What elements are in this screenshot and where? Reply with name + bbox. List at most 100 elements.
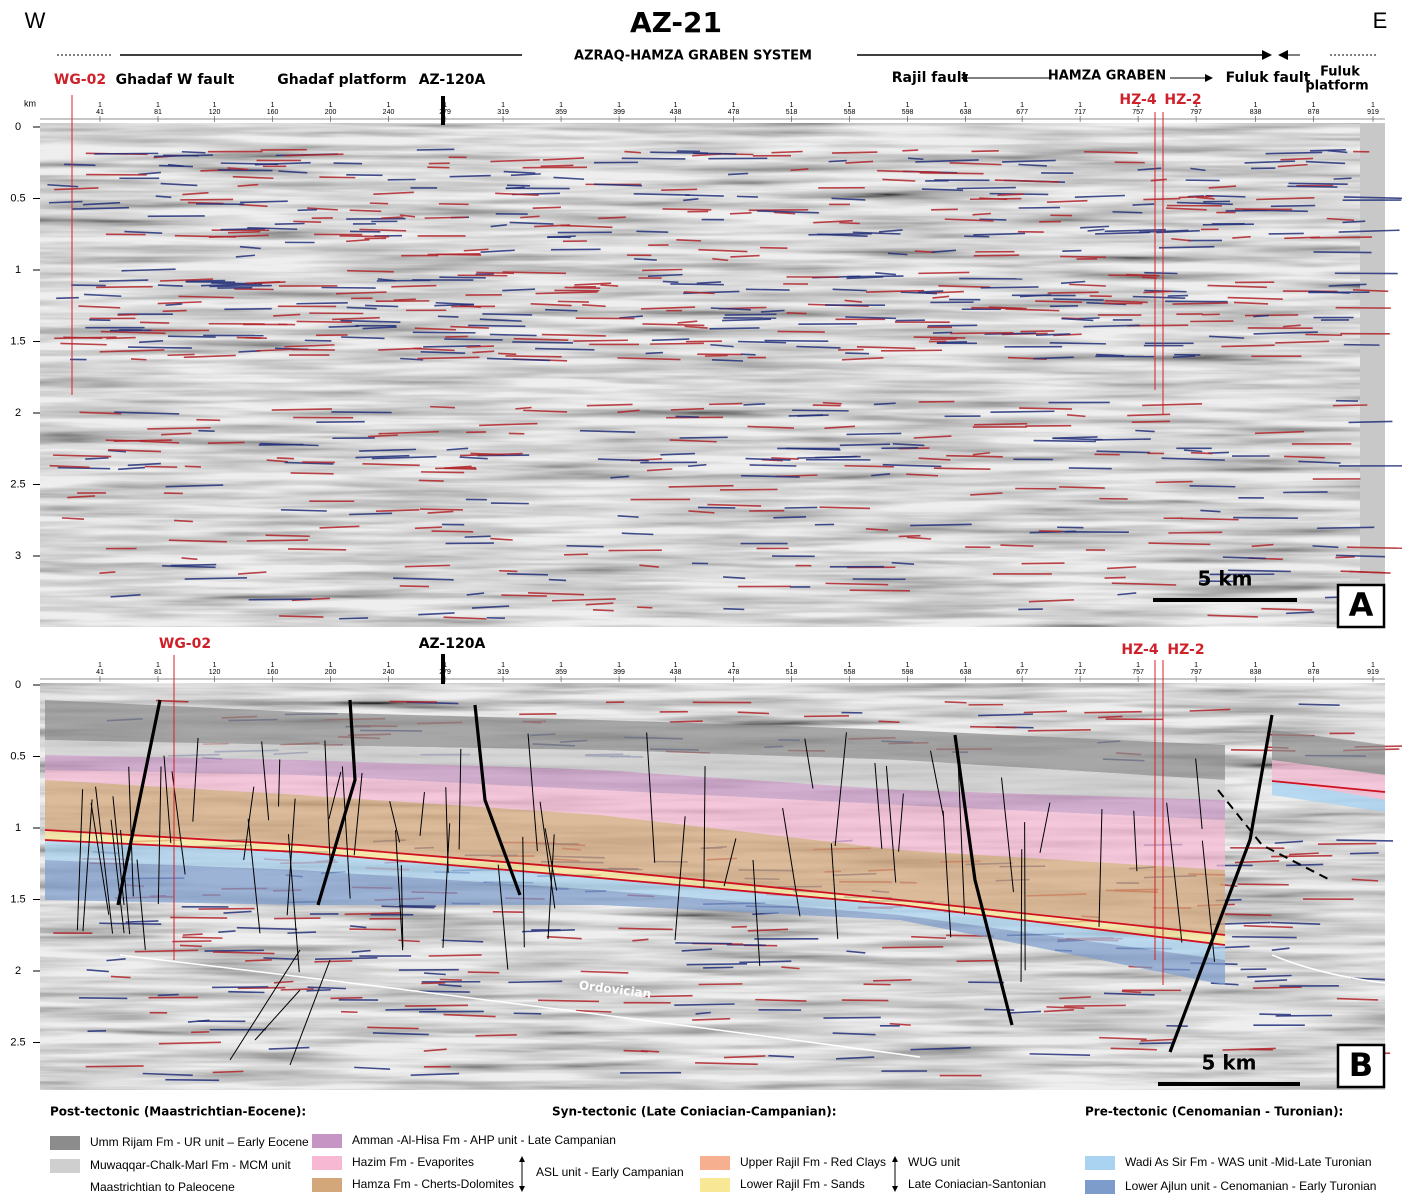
feature-label: HAMZA GRABEN <box>1048 69 1166 84</box>
minor-fault <box>1025 822 1026 970</box>
reflector <box>765 341 829 342</box>
reflector <box>1053 299 1103 300</box>
reflector <box>956 960 998 961</box>
trace-tick-label: 838 <box>1250 669 1262 676</box>
reflector <box>341 1012 357 1013</box>
trace-tick-label: 638 <box>960 109 972 116</box>
trace-tick-label: 878 <box>1308 669 1320 676</box>
figure: WEAZ-21AZRAQ-HAMZA GRABEN SYSTEM14118111… <box>0 0 1402 1195</box>
reflector <box>186 281 225 282</box>
trace-tick-label: 41 <box>96 669 104 676</box>
trace-prefix: 1 <box>906 102 910 109</box>
reflector <box>1286 864 1323 865</box>
trace-prefix: 1 <box>906 662 910 669</box>
trace-prefix: 1 <box>617 662 621 669</box>
well-label: HZ-2 <box>1167 642 1204 658</box>
reflector <box>1143 199 1180 200</box>
trace-tick-label: 757 <box>1132 669 1144 676</box>
reflector <box>440 979 462 980</box>
depth-tick-label: 0.5 <box>10 750 25 762</box>
reflector <box>491 503 529 504</box>
trace-tick-label: 558 <box>844 669 856 676</box>
trace-tick-label: 359 <box>555 669 567 676</box>
reflector <box>209 286 271 287</box>
trace-tick-label: 240 <box>383 109 395 116</box>
reflector <box>1132 421 1170 422</box>
reflector <box>208 442 245 443</box>
reflector <box>1060 256 1106 257</box>
legend-label: Amman -Al-Hisa Fm - AHP unit - Late Camp… <box>352 1133 616 1147</box>
depth-unit: km <box>24 98 36 108</box>
reflector <box>646 353 664 354</box>
reflector <box>1233 518 1298 519</box>
reflector <box>1226 210 1267 211</box>
reflector <box>558 301 589 302</box>
reflector <box>737 196 758 197</box>
depth-tick-label: 1.5 <box>10 893 25 905</box>
reflector <box>1314 252 1372 253</box>
reflector <box>785 507 818 508</box>
trace-tick-label: 838 <box>1250 109 1262 116</box>
reflector <box>466 346 494 347</box>
subtitle: AZRAQ-HAMZA GRABEN SYSTEM <box>574 49 812 64</box>
reflector <box>281 989 314 990</box>
reflector <box>519 714 556 715</box>
trace-tick-label: 638 <box>960 669 972 676</box>
trace-tick-label: 478 <box>728 109 740 116</box>
depth-tick-label: 3 <box>15 550 21 562</box>
reflector <box>709 404 742 405</box>
depth-tick-label: 2.5 <box>10 1036 25 1048</box>
reflector <box>1190 486 1236 487</box>
reflector <box>1135 431 1154 432</box>
trace-tick-label: 518 <box>786 669 798 676</box>
legend-label: Upper Rajil Fm - Red Clays <box>740 1155 886 1169</box>
reflector <box>506 356 562 357</box>
reflector <box>650 343 704 344</box>
reflector <box>902 150 918 151</box>
reflector <box>650 152 708 153</box>
trace-prefix: 1 <box>387 662 391 669</box>
reflector <box>287 932 316 933</box>
reflector <box>63 337 102 338</box>
legend-swatch <box>50 1159 80 1173</box>
reflector <box>778 331 825 332</box>
reflector <box>789 415 823 416</box>
reflector <box>370 203 388 204</box>
legend-heading: Pre-tectonic (Cenomanian - Turonian): <box>1085 1105 1343 1119</box>
trace-tick-label: 200 <box>325 109 337 116</box>
trace-prefix: 1 <box>1078 102 1082 109</box>
feature-label: platform <box>1305 79 1368 94</box>
reflector <box>1318 844 1376 845</box>
reflector <box>1050 306 1078 307</box>
reflector <box>741 354 756 355</box>
reflector <box>920 173 984 174</box>
reflector <box>168 336 216 337</box>
reflector <box>624 1051 648 1052</box>
reflector <box>1022 563 1065 564</box>
reflector <box>813 405 841 406</box>
trace-prefix: 1 <box>732 662 736 669</box>
reflector <box>1271 856 1332 857</box>
reflector <box>839 223 860 224</box>
feature-label: Rajil fault <box>892 70 969 86</box>
well-label: WG-02 <box>54 72 106 88</box>
reflector <box>514 1013 542 1014</box>
reflector <box>746 289 790 290</box>
reflector <box>163 311 187 312</box>
reflector <box>709 328 759 329</box>
depth-tick-label: 1 <box>15 264 21 276</box>
reflector <box>792 410 849 411</box>
reflector <box>291 473 334 474</box>
trace-tick-label: 359 <box>555 109 567 116</box>
trace-prefix: 1 <box>1312 662 1316 669</box>
reflector <box>99 923 161 924</box>
trace-prefix: 1 <box>1136 662 1140 669</box>
reflector <box>725 314 777 315</box>
reflector <box>1126 275 1156 276</box>
arrow <box>1278 50 1288 60</box>
reflector <box>1310 237 1372 238</box>
legend-swatch <box>50 1136 80 1150</box>
trace-prefix: 1 <box>790 102 794 109</box>
reflector <box>1245 315 1298 316</box>
reflector <box>305 340 332 341</box>
